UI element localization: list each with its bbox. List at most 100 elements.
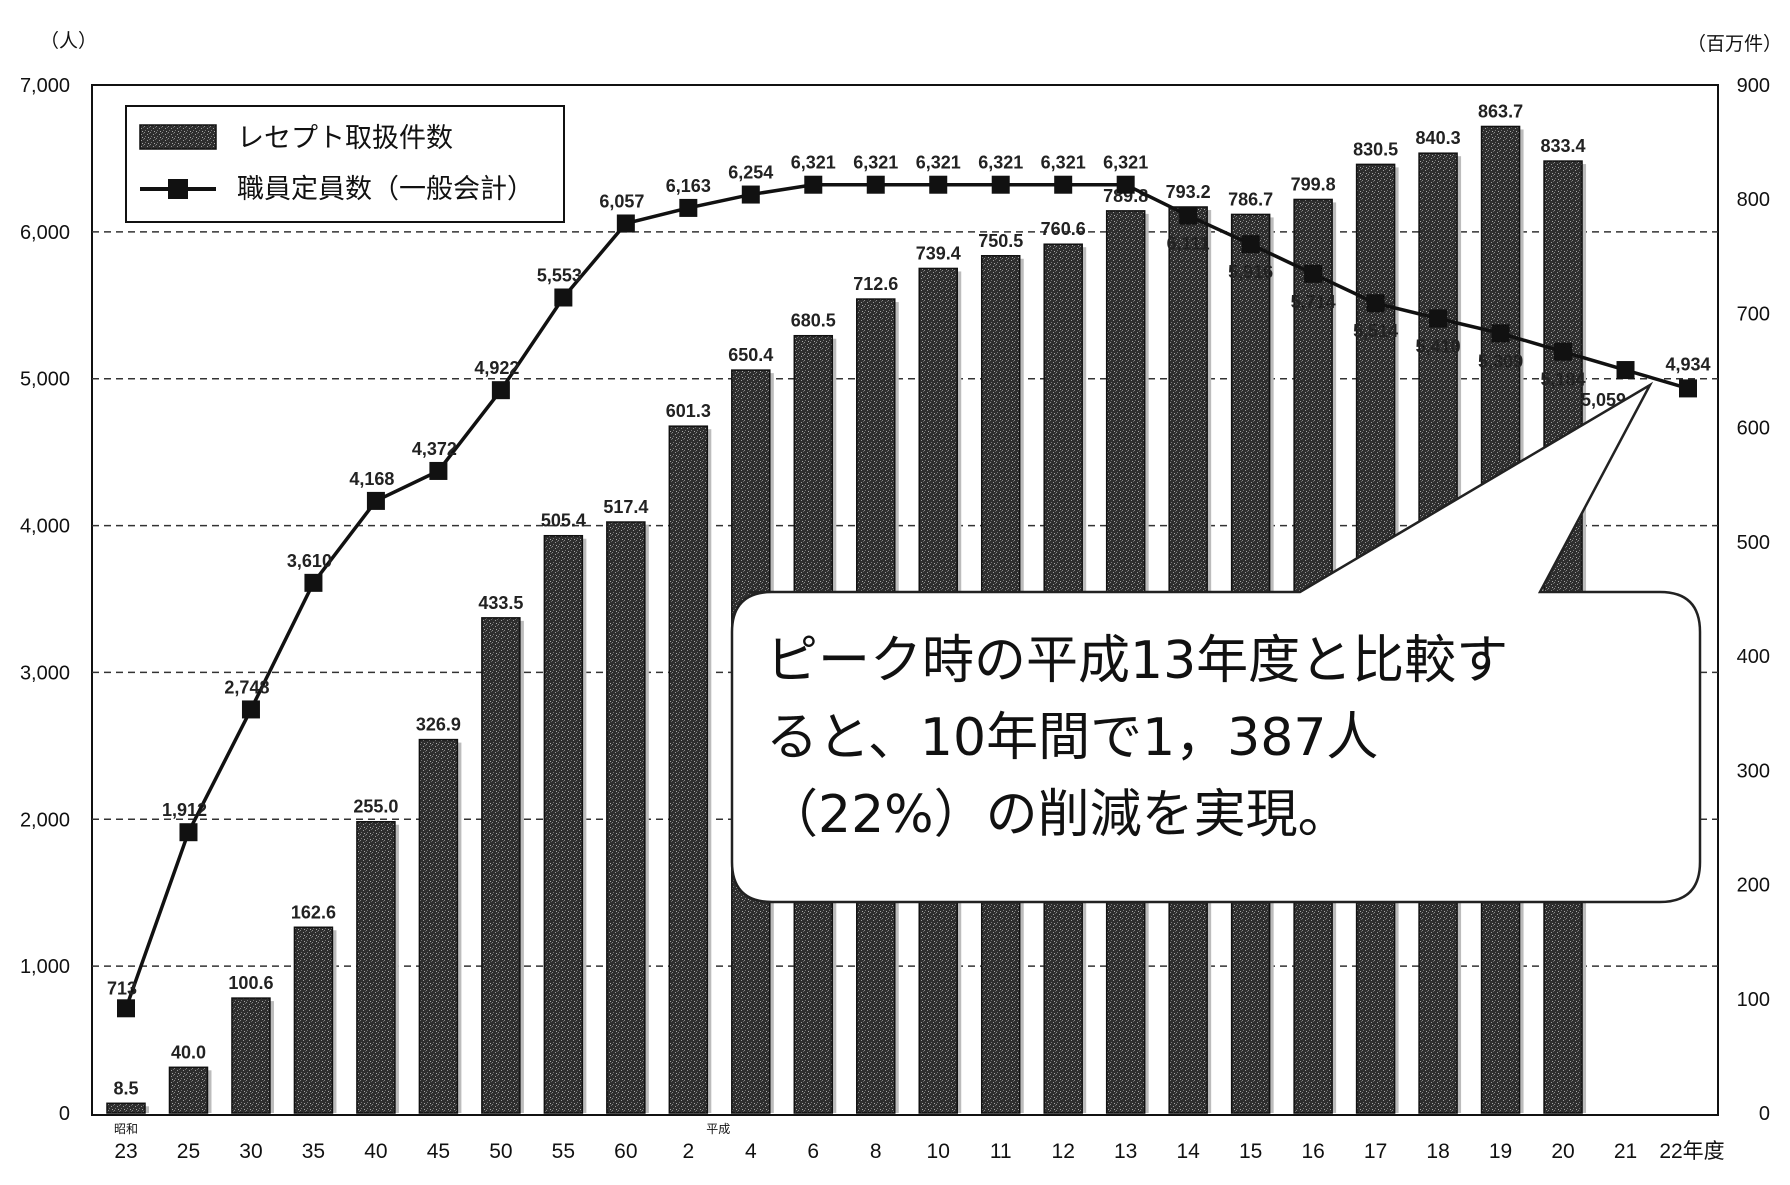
line-value-label: 5,514 bbox=[1353, 321, 1398, 341]
right-tick-label: 900 bbox=[1737, 75, 1770, 97]
axes: 7,000 6,000 5,000 4,000 3,000 2,000 1,000 0 900 8… bbox=[20, 30, 1782, 1163]
bar-value-label: 100.6 bbox=[228, 973, 273, 993]
x-tick-label: 60 bbox=[614, 1140, 637, 1163]
x-tick-label: 22年度 bbox=[1659, 1140, 1724, 1163]
line-value-label: 6,321 bbox=[916, 153, 961, 173]
line-value-label: 6,321 bbox=[853, 153, 898, 173]
line-marker bbox=[117, 999, 135, 1018]
x-tick-label: 14 bbox=[1176, 1140, 1200, 1163]
right-tick-label: 100 bbox=[1737, 989, 1770, 1011]
line-value-label: 5,410 bbox=[1416, 337, 1461, 357]
x-tick-label: 25 bbox=[177, 1140, 200, 1163]
bar-value-label: 680.5 bbox=[791, 311, 836, 331]
left-tick-label: 1,000 bbox=[20, 956, 70, 978]
x-tick-label: 2 bbox=[682, 1140, 694, 1163]
x-tick-label: 45 bbox=[427, 1140, 450, 1163]
line-value-label: 5,714 bbox=[1291, 292, 1336, 312]
line-value-label: 5,309 bbox=[1478, 351, 1523, 371]
bar-value-label: 739.4 bbox=[916, 243, 961, 263]
line-marker bbox=[616, 214, 635, 233]
bar-value-label: 840.3 bbox=[1416, 128, 1461, 148]
x-tick-label: 23 bbox=[114, 1140, 137, 1163]
left-tick-label: 6,000 bbox=[20, 222, 70, 244]
bar bbox=[356, 820, 396, 1114]
right-tick-label: 800 bbox=[1737, 189, 1770, 211]
callout-line: ると、10年間で1，387人 bbox=[766, 708, 1378, 768]
bar bbox=[418, 738, 459, 1114]
x-tick-label: 10 bbox=[927, 1140, 950, 1163]
line-marker bbox=[1241, 235, 1260, 254]
left-tick-label: 2,000 bbox=[20, 809, 70, 831]
line-marker bbox=[804, 175, 823, 194]
bar-value-label: 601.3 bbox=[666, 401, 711, 421]
x-tick-label: 18 bbox=[1426, 1140, 1449, 1163]
x-tick-label: 19 bbox=[1489, 1140, 1512, 1163]
bar bbox=[543, 534, 584, 1114]
era-label-heisei: 平成 bbox=[706, 1122, 730, 1136]
line-marker bbox=[991, 175, 1010, 194]
x-tick-label: 17 bbox=[1364, 1140, 1387, 1163]
line-marker bbox=[679, 198, 698, 217]
right-tick-label: 200 bbox=[1737, 875, 1770, 897]
legend-bar-swatch bbox=[139, 124, 217, 150]
line-marker bbox=[179, 823, 198, 842]
bar-value-label: 8.5 bbox=[113, 1078, 138, 1098]
callout-line: ピーク時の平成13年度と比較す bbox=[766, 631, 1508, 691]
x-tick-label: 6 bbox=[807, 1140, 819, 1163]
bar-value-label: 433.5 bbox=[478, 593, 523, 613]
line-value-label: 4,372 bbox=[412, 439, 457, 459]
x-tick-label: 55 bbox=[552, 1140, 575, 1163]
callout-line: （22%）の削減を実現。 bbox=[766, 785, 1350, 845]
line-marker bbox=[1179, 206, 1198, 225]
line-value-label: 6,321 bbox=[791, 153, 836, 173]
era-label-showa: 昭和 bbox=[114, 1122, 138, 1136]
x-tick-label: 40 bbox=[364, 1140, 387, 1163]
bar-value-label: 760.6 bbox=[1041, 219, 1086, 239]
x-tick-label: 15 bbox=[1239, 1140, 1262, 1163]
line-marker bbox=[491, 381, 510, 400]
line-marker bbox=[1679, 379, 1697, 398]
right-tick-label: 500 bbox=[1737, 532, 1770, 554]
line-value-label: 6,254 bbox=[728, 163, 773, 183]
line-value-label: 4,168 bbox=[349, 469, 394, 489]
x-tick-label: 35 bbox=[302, 1140, 325, 1163]
line-value-label: 1,912 bbox=[162, 800, 207, 820]
bar-value-label: 650.4 bbox=[728, 345, 773, 365]
x-tick-label: 21 bbox=[1614, 1140, 1637, 1163]
line-path bbox=[124, 182, 1689, 1009]
bar-value-label: 830.5 bbox=[1353, 139, 1398, 159]
right-tick-label: 0 bbox=[1759, 1103, 1770, 1125]
bar-value-label: 712.6 bbox=[853, 274, 898, 294]
bar bbox=[168, 1066, 209, 1114]
x-tick-label: 11 bbox=[990, 1140, 1012, 1163]
line-marker bbox=[741, 185, 760, 204]
bar-value-label: 162.6 bbox=[291, 902, 336, 922]
bar-value-label: 505.4 bbox=[541, 511, 586, 531]
x-tick-label: 12 bbox=[1052, 1140, 1075, 1163]
left-axis-unit: （人） bbox=[40, 30, 97, 52]
line-value-label: 6,321 bbox=[1103, 153, 1148, 173]
bar bbox=[481, 617, 521, 1114]
line-marker bbox=[1491, 324, 1510, 343]
plot-frame bbox=[91, 84, 1719, 1116]
right-tick-label: 700 bbox=[1737, 303, 1770, 325]
line-marker bbox=[1054, 175, 1073, 194]
line-value-label: 6,321 bbox=[978, 153, 1023, 173]
right-tick-label: 600 bbox=[1737, 418, 1770, 440]
line-marker bbox=[1554, 342, 1573, 361]
right-tick-label: 400 bbox=[1737, 646, 1770, 668]
line-marker bbox=[554, 288, 573, 307]
line-value-label: 3,610 bbox=[287, 551, 332, 571]
bar bbox=[668, 425, 709, 1114]
line-value-label: 5,553 bbox=[537, 266, 582, 286]
bar-value-label: 255.0 bbox=[353, 797, 398, 817]
line-marker bbox=[1116, 175, 1135, 194]
line-marker bbox=[1366, 294, 1385, 313]
legend-line-label: 職員定員数（一般会計） bbox=[237, 174, 534, 204]
line-marker bbox=[366, 491, 385, 510]
line-marker bbox=[429, 461, 448, 480]
line-value-label: 4,922 bbox=[474, 358, 519, 378]
line-marker bbox=[1429, 309, 1448, 328]
